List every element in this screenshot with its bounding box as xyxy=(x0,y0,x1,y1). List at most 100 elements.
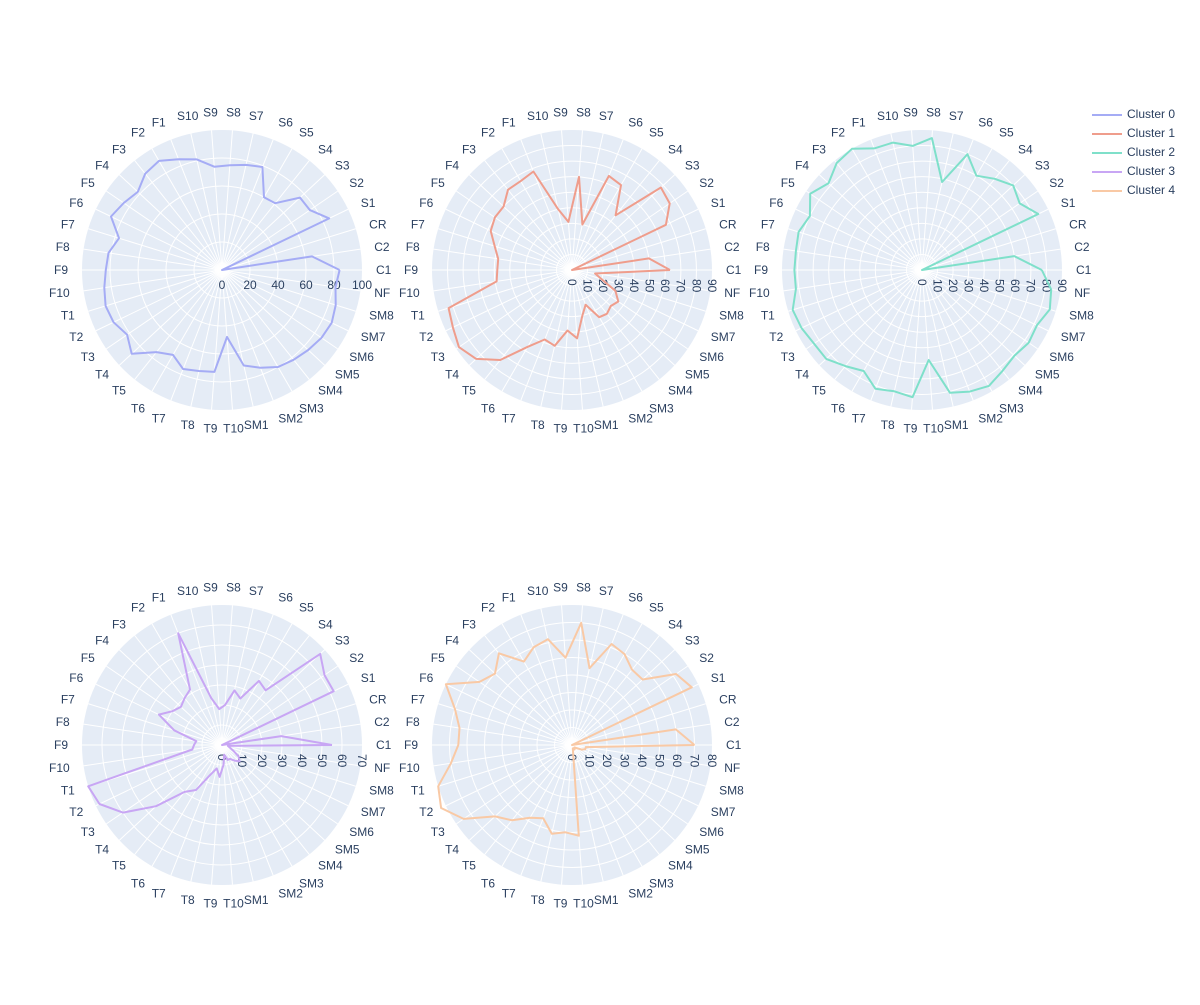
angular-gridline xyxy=(221,605,233,746)
angular-gridline xyxy=(921,228,1056,271)
angular-gridline xyxy=(788,228,923,271)
legend-item-cluster-2[interactable]: Cluster 2 xyxy=(1092,144,1196,163)
category-label-f2: F2 xyxy=(481,126,495,140)
angular-gridline xyxy=(571,190,688,271)
angular-gridline xyxy=(83,269,223,292)
angular-gridline xyxy=(571,744,643,867)
category-label-sm2: SM2 xyxy=(628,411,653,425)
category-label-c2: C2 xyxy=(374,240,390,254)
category-label-s10: S10 xyxy=(177,584,199,598)
angular-gridline xyxy=(151,269,223,392)
category-label-sm3: SM3 xyxy=(299,876,324,890)
legend: Cluster 0 Cluster 1 Cluster 2 Cluster 3 … xyxy=(1092,106,1196,201)
category-label-sm1: SM1 xyxy=(944,418,969,432)
category-label-f7: F7 xyxy=(411,693,425,707)
angular-gridline xyxy=(221,269,274,401)
category-label-c1: C1 xyxy=(376,263,392,277)
category-label-s9: S9 xyxy=(203,105,218,119)
category-label-f10: F10 xyxy=(49,286,70,300)
angular-gridline xyxy=(445,683,573,746)
radial-tick-label: 20 xyxy=(600,754,614,768)
category-label-cr: CR xyxy=(369,218,387,232)
category-label-t9: T9 xyxy=(903,422,917,436)
category-label-c1: C1 xyxy=(726,738,742,752)
angular-gridline xyxy=(221,269,293,392)
category-label-sm5: SM5 xyxy=(335,368,360,382)
category-label-c2: C2 xyxy=(1074,240,1090,254)
angular-gridline xyxy=(221,614,274,746)
category-label-f1: F1 xyxy=(502,591,516,605)
angular-gridline xyxy=(571,608,604,746)
angular-gridline xyxy=(445,208,573,271)
angular-gridline xyxy=(806,190,923,271)
category-label-sm3: SM3 xyxy=(649,876,674,890)
category-label-sm8: SM8 xyxy=(1069,308,1094,322)
legend-item-cluster-0[interactable]: Cluster 0 xyxy=(1092,106,1196,125)
category-label-t10: T10 xyxy=(223,897,244,911)
category-label-s6: S6 xyxy=(978,116,993,130)
angular-gridline xyxy=(501,744,573,867)
category-label-t1: T1 xyxy=(411,308,425,322)
category-label-s5: S5 xyxy=(299,126,314,140)
angular-gridline xyxy=(433,723,573,746)
angular-gridline xyxy=(571,269,583,410)
legend-item-cluster-1[interactable]: Cluster 1 xyxy=(1092,125,1196,144)
angular-gridline xyxy=(433,248,573,271)
category-label-f4: F4 xyxy=(95,633,109,647)
category-label-c1: C1 xyxy=(726,263,742,277)
angular-gridline xyxy=(571,269,699,332)
angular-gridline xyxy=(221,744,349,807)
category-label-sm4: SM4 xyxy=(668,383,693,397)
category-label-s7: S7 xyxy=(599,584,614,598)
category-label-f3: F3 xyxy=(112,143,126,157)
legend-item-cluster-3[interactable]: Cluster 3 xyxy=(1092,163,1196,182)
category-label-sm4: SM4 xyxy=(318,383,343,397)
radial-tick-label: 10 xyxy=(930,279,944,293)
category-label-sm1: SM1 xyxy=(244,893,269,907)
angular-gridline xyxy=(134,744,223,855)
category-label-t9: T9 xyxy=(203,422,217,436)
category-label-t10: T10 xyxy=(573,422,594,436)
angular-gridline xyxy=(151,744,223,867)
category-label-t2: T2 xyxy=(419,805,433,819)
category-label-cr: CR xyxy=(719,218,737,232)
angular-gridline xyxy=(221,190,338,271)
angular-gridline xyxy=(921,269,993,392)
category-label-t1: T1 xyxy=(411,783,425,797)
angular-gridline xyxy=(911,269,923,410)
category-label-t3: T3 xyxy=(431,825,445,839)
category-label-t4: T4 xyxy=(95,368,109,382)
category-label-sm6: SM6 xyxy=(699,825,724,839)
angular-gridline xyxy=(456,665,573,746)
category-label-s2: S2 xyxy=(349,176,364,190)
category-label-f6: F6 xyxy=(69,671,83,685)
legend-item-cluster-4[interactable]: Cluster 4 xyxy=(1092,182,1196,201)
category-label-t5: T5 xyxy=(462,858,476,872)
category-label-t6: T6 xyxy=(131,401,145,415)
category-label-t4: T4 xyxy=(95,843,109,857)
angular-gridline xyxy=(571,605,583,746)
category-label-t7: T7 xyxy=(152,411,166,425)
category-label-sm8: SM8 xyxy=(369,783,394,797)
category-label-t9: T9 xyxy=(553,422,567,436)
radial-tick-label: 70 xyxy=(355,754,369,768)
category-label-f2: F2 xyxy=(481,601,495,615)
radial-tick-label: 60 xyxy=(335,754,349,768)
angular-gridline xyxy=(571,744,699,807)
category-label-sm7: SM7 xyxy=(711,330,736,344)
angular-gridline xyxy=(106,269,223,350)
category-label-s7: S7 xyxy=(249,584,264,598)
category-label-t6: T6 xyxy=(481,401,495,415)
angular-gridline xyxy=(921,269,954,407)
angular-gridline xyxy=(561,744,573,885)
category-label-t1: T1 xyxy=(761,308,775,322)
category-label-f4: F4 xyxy=(795,158,809,172)
angular-gridline xyxy=(571,269,643,392)
category-label-t10: T10 xyxy=(573,897,594,911)
category-label-sm8: SM8 xyxy=(719,783,744,797)
angular-gridline xyxy=(151,148,223,271)
category-label-c2: C2 xyxy=(724,240,740,254)
category-label-sm2: SM2 xyxy=(978,411,1003,425)
category-label-nf: NF xyxy=(724,761,740,775)
category-label-s3: S3 xyxy=(335,633,350,647)
